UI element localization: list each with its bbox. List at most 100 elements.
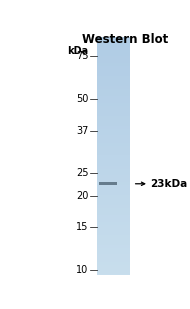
Bar xyxy=(97,148,130,149)
Bar xyxy=(97,264,130,265)
Bar xyxy=(97,89,130,90)
Bar xyxy=(97,169,130,170)
Bar xyxy=(97,152,130,153)
Bar xyxy=(97,90,130,91)
Bar xyxy=(97,84,130,85)
Bar xyxy=(97,185,130,186)
Bar xyxy=(97,201,130,202)
Bar xyxy=(97,111,130,112)
Bar xyxy=(97,203,130,204)
Bar xyxy=(97,74,130,75)
Bar xyxy=(97,168,130,169)
Bar xyxy=(97,144,130,145)
Bar xyxy=(97,113,130,114)
Bar xyxy=(97,198,130,199)
Text: kDa: kDa xyxy=(67,46,89,56)
Bar xyxy=(97,136,130,137)
Bar xyxy=(97,179,130,180)
Bar xyxy=(97,180,130,181)
Bar xyxy=(97,255,130,256)
Bar xyxy=(97,140,130,141)
Bar xyxy=(97,200,130,201)
Bar xyxy=(97,129,130,130)
Bar xyxy=(97,272,130,273)
Bar xyxy=(97,112,130,113)
Bar xyxy=(97,163,130,164)
Bar xyxy=(97,145,130,146)
Bar xyxy=(97,170,130,171)
Bar xyxy=(97,119,130,120)
Bar xyxy=(97,147,130,148)
Bar xyxy=(97,130,130,131)
Bar xyxy=(97,266,130,267)
Bar xyxy=(97,62,130,63)
Bar xyxy=(97,259,130,260)
Text: 25: 25 xyxy=(76,167,89,178)
Bar xyxy=(97,38,130,39)
Bar xyxy=(97,218,130,219)
Bar xyxy=(97,196,130,197)
Bar xyxy=(97,173,130,174)
Bar xyxy=(97,96,130,97)
Bar xyxy=(97,124,130,125)
Bar xyxy=(97,270,130,271)
Bar xyxy=(97,256,130,257)
Bar xyxy=(97,208,130,209)
Bar xyxy=(97,230,130,231)
Bar xyxy=(97,209,130,210)
Bar xyxy=(97,42,130,43)
Bar xyxy=(97,59,130,60)
Bar xyxy=(97,69,130,70)
Bar xyxy=(97,216,130,217)
Bar xyxy=(97,120,130,121)
Bar xyxy=(97,183,130,184)
Bar xyxy=(97,159,130,160)
Bar xyxy=(97,110,130,111)
Bar xyxy=(97,225,130,226)
Bar xyxy=(97,44,130,45)
Bar xyxy=(97,101,130,102)
Bar xyxy=(97,45,130,46)
Bar xyxy=(97,63,130,64)
Bar xyxy=(97,75,130,76)
Bar xyxy=(97,118,130,119)
Bar xyxy=(97,189,130,190)
Bar xyxy=(97,252,130,253)
Bar xyxy=(97,116,130,117)
Bar xyxy=(97,243,130,244)
Bar xyxy=(97,164,130,165)
Bar xyxy=(97,72,130,73)
Bar xyxy=(97,60,130,61)
Bar xyxy=(97,184,130,185)
Bar xyxy=(97,257,130,258)
Bar xyxy=(97,102,130,103)
Bar xyxy=(97,52,130,53)
Bar xyxy=(97,142,130,143)
Bar xyxy=(97,178,130,179)
Bar xyxy=(97,165,130,166)
Bar xyxy=(97,211,130,212)
Bar xyxy=(97,83,130,84)
Bar xyxy=(97,190,130,191)
Bar xyxy=(97,240,130,241)
Bar xyxy=(97,53,130,54)
Bar xyxy=(97,244,130,245)
Bar xyxy=(97,273,130,274)
Bar xyxy=(97,40,130,41)
Bar xyxy=(97,213,130,214)
Bar xyxy=(97,195,130,196)
Bar xyxy=(97,48,130,49)
Bar xyxy=(97,214,130,215)
Bar xyxy=(97,81,130,82)
Bar xyxy=(97,204,130,205)
Bar xyxy=(97,55,130,56)
Bar xyxy=(97,114,130,115)
Bar xyxy=(97,227,130,228)
Bar xyxy=(97,134,130,135)
Bar xyxy=(97,242,130,243)
Bar xyxy=(97,131,130,132)
Bar xyxy=(97,46,130,47)
Bar xyxy=(97,215,130,216)
Bar xyxy=(97,231,130,232)
Bar xyxy=(97,199,130,200)
